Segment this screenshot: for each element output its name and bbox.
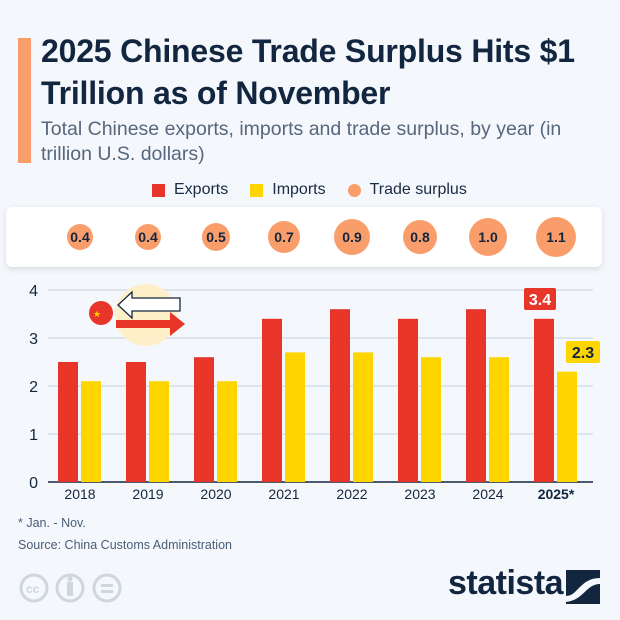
imports-bar	[421, 357, 441, 482]
imports-bar	[353, 352, 373, 482]
legend: Exports Imports Trade surplus	[152, 181, 467, 199]
source: Source: China Customs Administration	[18, 538, 232, 552]
surplus-label: 0.9	[342, 229, 362, 245]
surplus-bubble	[202, 223, 230, 251]
surplus-label: 1.0	[478, 229, 498, 245]
trade-illustration: ★	[89, 284, 185, 346]
arrow-left-icon	[117, 290, 181, 320]
license-icons: cc	[19, 573, 122, 603]
x-tick-label: 2024	[472, 486, 503, 502]
exports-swatch	[152, 183, 165, 197]
surplus-bubble	[334, 219, 370, 255]
imports-bar	[149, 381, 169, 482]
imports-bar	[217, 381, 237, 482]
exports-data-label: 3.4	[529, 292, 551, 309]
surplus-bubble	[268, 221, 300, 253]
surplus-bubble	[536, 217, 576, 257]
surplus-label: 0.5	[206, 229, 226, 245]
exports-bar	[330, 309, 350, 482]
cc-icon[interactable]	[19, 573, 49, 603]
x-tick-label: 2025*	[538, 486, 575, 502]
surplus-label: 0.8	[410, 229, 430, 245]
surplus-label: 1.1	[546, 229, 566, 245]
surplus-bubble	[403, 220, 437, 254]
footnote: * Jan. - Nov.	[18, 516, 86, 530]
surplus-label: 0.4	[70, 229, 90, 245]
legend-item-surplus: Trade surplus	[347, 181, 467, 199]
y-tick-label: 0	[29, 475, 38, 492]
x-tick-label: 2018	[64, 486, 95, 502]
x-tick-label: 2020	[200, 486, 231, 502]
page-subtitle: Total Chinese exports, imports and trade…	[41, 118, 562, 165]
by-icon[interactable]	[55, 573, 85, 603]
legend-item-imports: Imports	[250, 181, 326, 199]
imports-bar	[557, 371, 577, 482]
surplus-bubble	[67, 224, 93, 250]
legend-item-exports: Exports	[152, 181, 228, 199]
surplus-label: 0.4	[138, 229, 158, 245]
arrow-right-icon	[116, 312, 185, 336]
legend-label: Trade surplus	[369, 181, 467, 198]
exports-bar	[126, 362, 146, 482]
flag-star: ★	[93, 309, 101, 319]
x-tick-label: 2019	[132, 486, 163, 502]
exports-bar	[262, 318, 282, 482]
x-tick-label: 2021	[268, 486, 299, 502]
imports-bar	[489, 357, 509, 482]
surplus-bubble	[469, 218, 507, 256]
imports-swatch	[250, 183, 264, 197]
surplus-panel	[6, 207, 602, 267]
exports-bar	[194, 357, 214, 482]
y-tick-label: 2	[29, 379, 38, 396]
imports-data-label: 2.3	[572, 345, 594, 362]
statista-logo-icon	[566, 570, 600, 604]
y-tick-label: 3	[29, 331, 38, 348]
nd-icon[interactable]	[92, 573, 122, 603]
imports-bar	[81, 381, 101, 482]
title-accent-bar	[18, 38, 31, 163]
svg-text:cc: cc	[26, 582, 40, 596]
imports-bar	[285, 352, 305, 482]
legend-label: Exports	[174, 181, 229, 198]
statista-logo: statista	[448, 564, 564, 602]
y-tick-label: 1	[29, 427, 38, 444]
surplus-label: 0.7	[274, 229, 294, 245]
exports-callout	[524, 288, 556, 310]
legend-label: Imports	[272, 181, 326, 198]
illustration-bg	[115, 284, 177, 346]
exports-bar	[534, 318, 554, 482]
exports-bar	[58, 362, 78, 482]
x-tick-label: 2023	[404, 486, 435, 502]
exports-bar	[398, 318, 418, 482]
china-flag-icon	[89, 301, 113, 325]
page-title: 2025 Chinese Trade Surplus Hits $1 Trill…	[41, 33, 575, 111]
surplus-bubble	[135, 224, 161, 250]
y-tick-label: 4	[29, 283, 38, 300]
imports-callout	[566, 341, 600, 363]
x-tick-label: 2022	[336, 486, 367, 502]
surplus-swatch	[347, 183, 361, 197]
exports-bar	[466, 309, 486, 482]
